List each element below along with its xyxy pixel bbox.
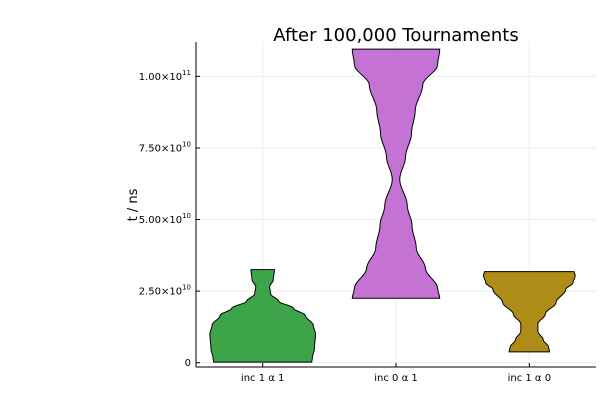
violin-2	[351, 48, 441, 299]
x-tick-label: inc 1 α 0	[508, 373, 551, 384]
y-tick-exponent: 11	[182, 69, 191, 77]
x-tick-labels: inc 1 α 1 inc 0 α 1 inc 1 α 0	[241, 373, 551, 384]
violins	[209, 48, 576, 363]
y-tick-label: 5.00×1010	[139, 212, 191, 226]
x-tick-label: inc 1 α 1	[241, 373, 284, 384]
axes	[195, 42, 596, 368]
y-tick-label: 2.50×1010	[139, 284, 191, 298]
y-tick-labels: 0 2.50×1010 5.00×1010 7.50×1010 1.00×1011	[139, 69, 191, 369]
y-tick-exponent: 10	[182, 212, 191, 220]
violin-1	[209, 269, 316, 363]
y-tick-label: 0	[185, 358, 191, 369]
violin-3	[482, 271, 576, 353]
y-axis-label: t / ns	[126, 188, 141, 221]
y-tick-exponent: 10	[182, 140, 191, 148]
x-tick-label: inc 0 α 1	[374, 373, 417, 384]
y-tick-label: 1.00×1011	[139, 69, 191, 83]
chart-title: After 100,000 Tournaments	[273, 25, 518, 46]
y-tick-exponent: 10	[182, 284, 191, 292]
y-tick-label: 7.50×1010	[139, 140, 191, 154]
